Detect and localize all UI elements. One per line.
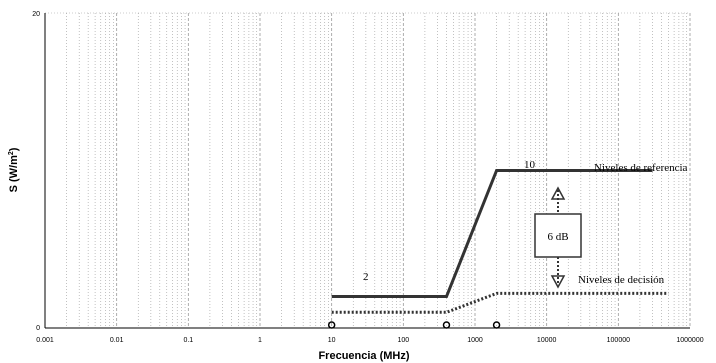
- frequency-markers: [327, 321, 501, 329]
- x-tick-label-1000: 1000: [467, 337, 483, 344]
- y-tick-label-20: 20: [32, 11, 40, 18]
- x-tick-label-1000000: 1000000: [676, 337, 703, 344]
- y-axis-title-main: S (W/m: [8, 155, 20, 192]
- reference-levels-label: Niveles de referencia: [594, 162, 688, 174]
- x-tick-label-0.1: 0.1: [183, 337, 193, 344]
- x-tick-label-0.01: 0.01: [110, 337, 124, 344]
- reference-levels-series: [331, 169, 653, 298]
- x-axis-title: Frecuencia (MHz): [318, 350, 409, 362]
- level-high-label: 10: [524, 159, 536, 171]
- y-axis-title: S (W/m2): [8, 147, 20, 192]
- gap-arrow-head-down: [550, 275, 566, 289]
- y-axis-title-sup: 2: [8, 151, 15, 155]
- gap-label: 6 dB: [547, 231, 568, 243]
- x-tick-label-1: 1: [258, 337, 262, 344]
- x-tick-label-100: 100: [397, 337, 409, 344]
- decision-levels-label: Niveles de decisión: [578, 274, 665, 286]
- y-tick-label-0: 0: [36, 325, 40, 332]
- x-tick-label-0.001: 0.001: [36, 337, 54, 344]
- y-axis-title-close: ): [8, 147, 20, 151]
- frequency-marker-1: [442, 321, 451, 329]
- x-tick-labels: 0.001 0.01 0.1 1 10 100 1000 10000 100000 1000000: [36, 337, 703, 344]
- gap-arrow-head-up: [550, 186, 566, 200]
- x-tick-label-10: 10: [328, 337, 336, 344]
- decision-levels-series: [331, 291, 669, 314]
- frequency-marker-2: [492, 321, 501, 329]
- frequency-marker-0: [327, 321, 336, 329]
- level-low-label: 2: [363, 271, 369, 283]
- gap-label-box: [534, 213, 582, 258]
- x-tick-label-10000: 10000: [537, 337, 557, 344]
- x-tick-label-100000: 100000: [607, 337, 630, 344]
